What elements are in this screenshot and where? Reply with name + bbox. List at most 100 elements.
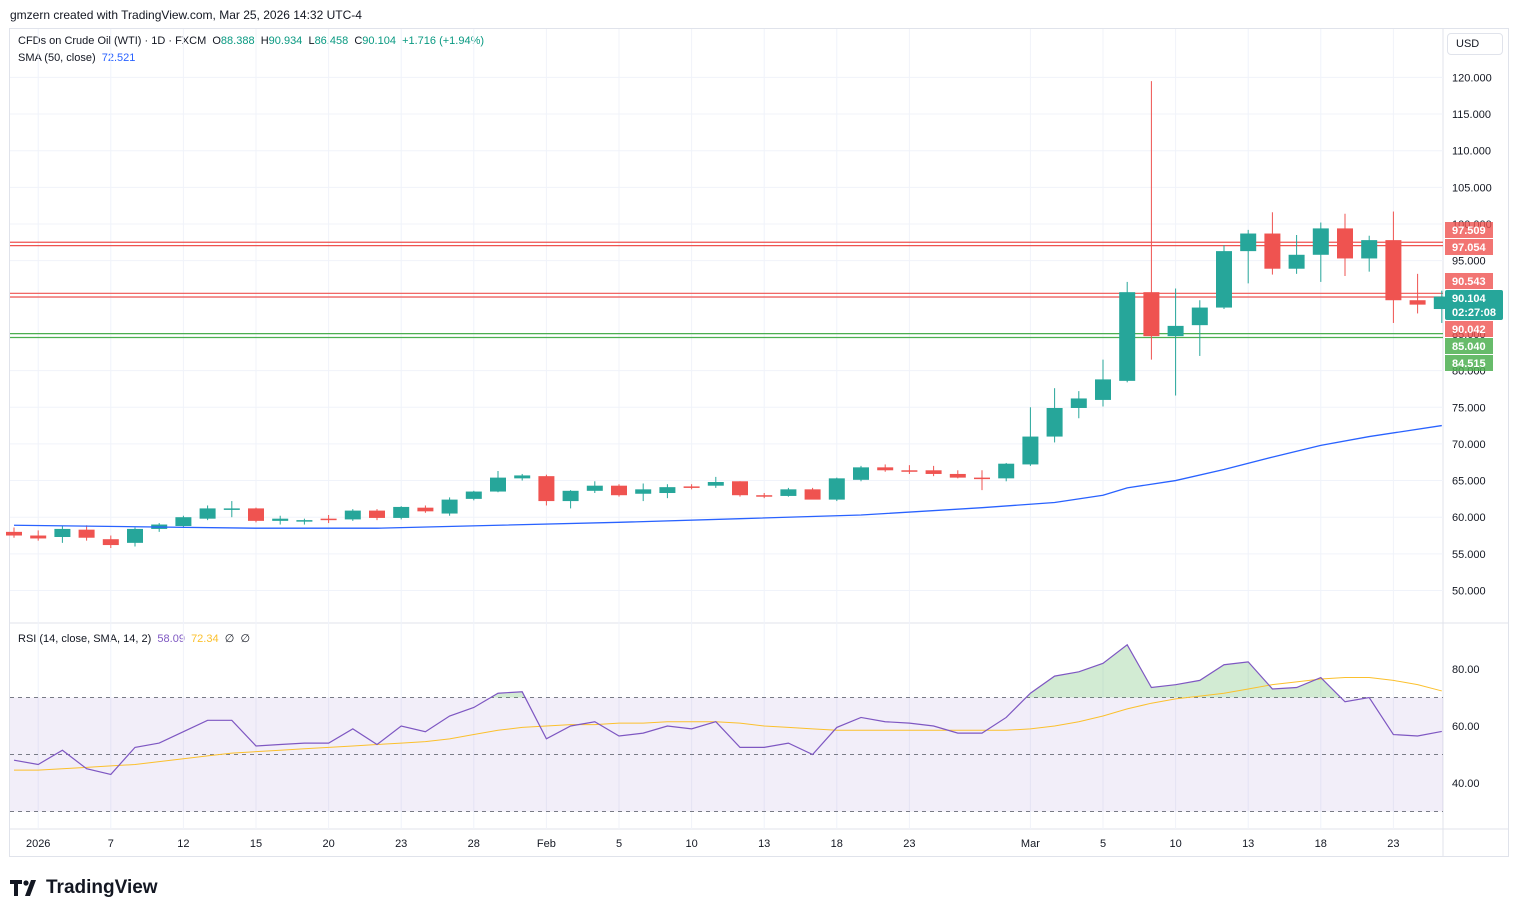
candle [1070,391,1087,419]
symbol-name[interactable]: CFDs on Crude Oil (WTI) · 1D · FXCM [18,35,207,47]
price-tick-label: 75.000 [1452,402,1486,414]
candle [417,505,434,513]
candle-body [925,470,942,474]
last-price-label: 90.104 [1452,293,1487,305]
candle [102,535,119,548]
level-tag [1445,321,1493,337]
sma-legend: SMA (50, close) 72.521 [18,52,135,64]
sma-value: 72.521 [101,52,136,64]
candle [1119,281,1136,383]
time-tick-label: 18 [831,838,843,850]
rsi-label[interactable]: RSI (14, close, SMA, 14, 2) [18,633,152,645]
level-tag [1445,222,1493,238]
candle-body [853,467,869,480]
level-tag [1445,273,1493,289]
candle-body [1240,233,1257,252]
candle-body [1046,407,1063,437]
time-tick-label: Mar [1021,838,1040,850]
level-tag [1445,338,1493,354]
candle [1264,212,1281,275]
candle [78,525,95,541]
candle-body [465,491,482,499]
candle-body [393,506,410,518]
level-tag-label: 84.515 [1452,358,1486,370]
candle-body [538,476,555,502]
candle-body [441,499,458,514]
time-tick-label: 20 [322,838,334,850]
candle [296,518,313,525]
candle [659,484,676,499]
candle-body [780,489,797,496]
time-tick-label: 23 [1387,838,1399,850]
rsi-value: 58.09 [157,633,185,645]
candle [780,487,797,497]
candle-body [974,477,990,480]
close-label: C [354,35,363,47]
candle-body [490,477,506,492]
open-label: O [212,35,221,47]
candle-body [611,485,627,496]
candle-body [1337,228,1353,259]
candle-body [320,518,337,521]
candle-body [586,485,603,491]
time-tick-label: 28 [468,838,480,850]
candle-body [1143,292,1160,337]
candle-body [369,510,385,518]
rsi-tick-label: 80.00 [1452,664,1480,676]
candle-body [683,486,700,488]
candle [707,476,724,488]
rsi-sma-value: 72.34 [191,633,219,645]
candle-body [272,518,289,521]
candle-body [1385,240,1402,301]
candle-body [102,539,119,546]
price-tick-label: 115.000 [1452,109,1491,121]
candle [127,527,143,547]
rsi-extra-1: ∅ [224,633,235,645]
candle-body [1312,228,1329,255]
candle-body [248,508,264,521]
candle-body [30,535,47,539]
time-tick-label: 5 [616,838,622,850]
candle [877,464,894,472]
rsi-legend: RSI (14, close, SMA, 14, 2) 58.09 72.34 … [18,632,250,645]
candle-body [127,528,143,543]
candle [925,465,942,477]
time-tick-label: Feb [537,838,556,850]
time-tick-label: 7 [108,838,114,850]
price-tick-label: 55.000 [1452,549,1486,561]
currency-selector[interactable]: USD [1447,33,1503,55]
candle [1312,222,1329,282]
candle [30,530,47,541]
candle [320,515,337,524]
candle [1046,388,1063,443]
candle [393,506,410,520]
candle-body [199,508,216,519]
candle [1143,81,1160,360]
sma-label[interactable]: SMA (50, close) [18,52,96,64]
price-tick-label: 105.000 [1452,182,1492,194]
candle-body [1361,240,1378,259]
candle [175,515,192,528]
candle [1216,245,1232,310]
low-value: 86.458 [314,35,349,47]
candle [1337,213,1353,277]
high-value: 90.934 [268,35,303,47]
level-tag-label: 97.509 [1452,225,1486,237]
candle [586,481,603,494]
tradingview-logo-icon [10,880,36,896]
rsi-tick-label: 40.00 [1452,778,1480,790]
candle [1191,300,1208,356]
candle [562,490,579,509]
candle-body [1409,300,1426,305]
sma-line [13,424,1442,529]
rsi-sma-line [14,677,1442,771]
level-tag-label: 85.040 [1452,341,1486,353]
candle-body [707,482,724,486]
candle [1167,288,1184,396]
candle-body [1288,254,1305,269]
candle [538,474,555,506]
candle [1288,234,1305,274]
candle-body [6,531,22,536]
tradingview-logo[interactable]: TradingView [10,877,158,899]
